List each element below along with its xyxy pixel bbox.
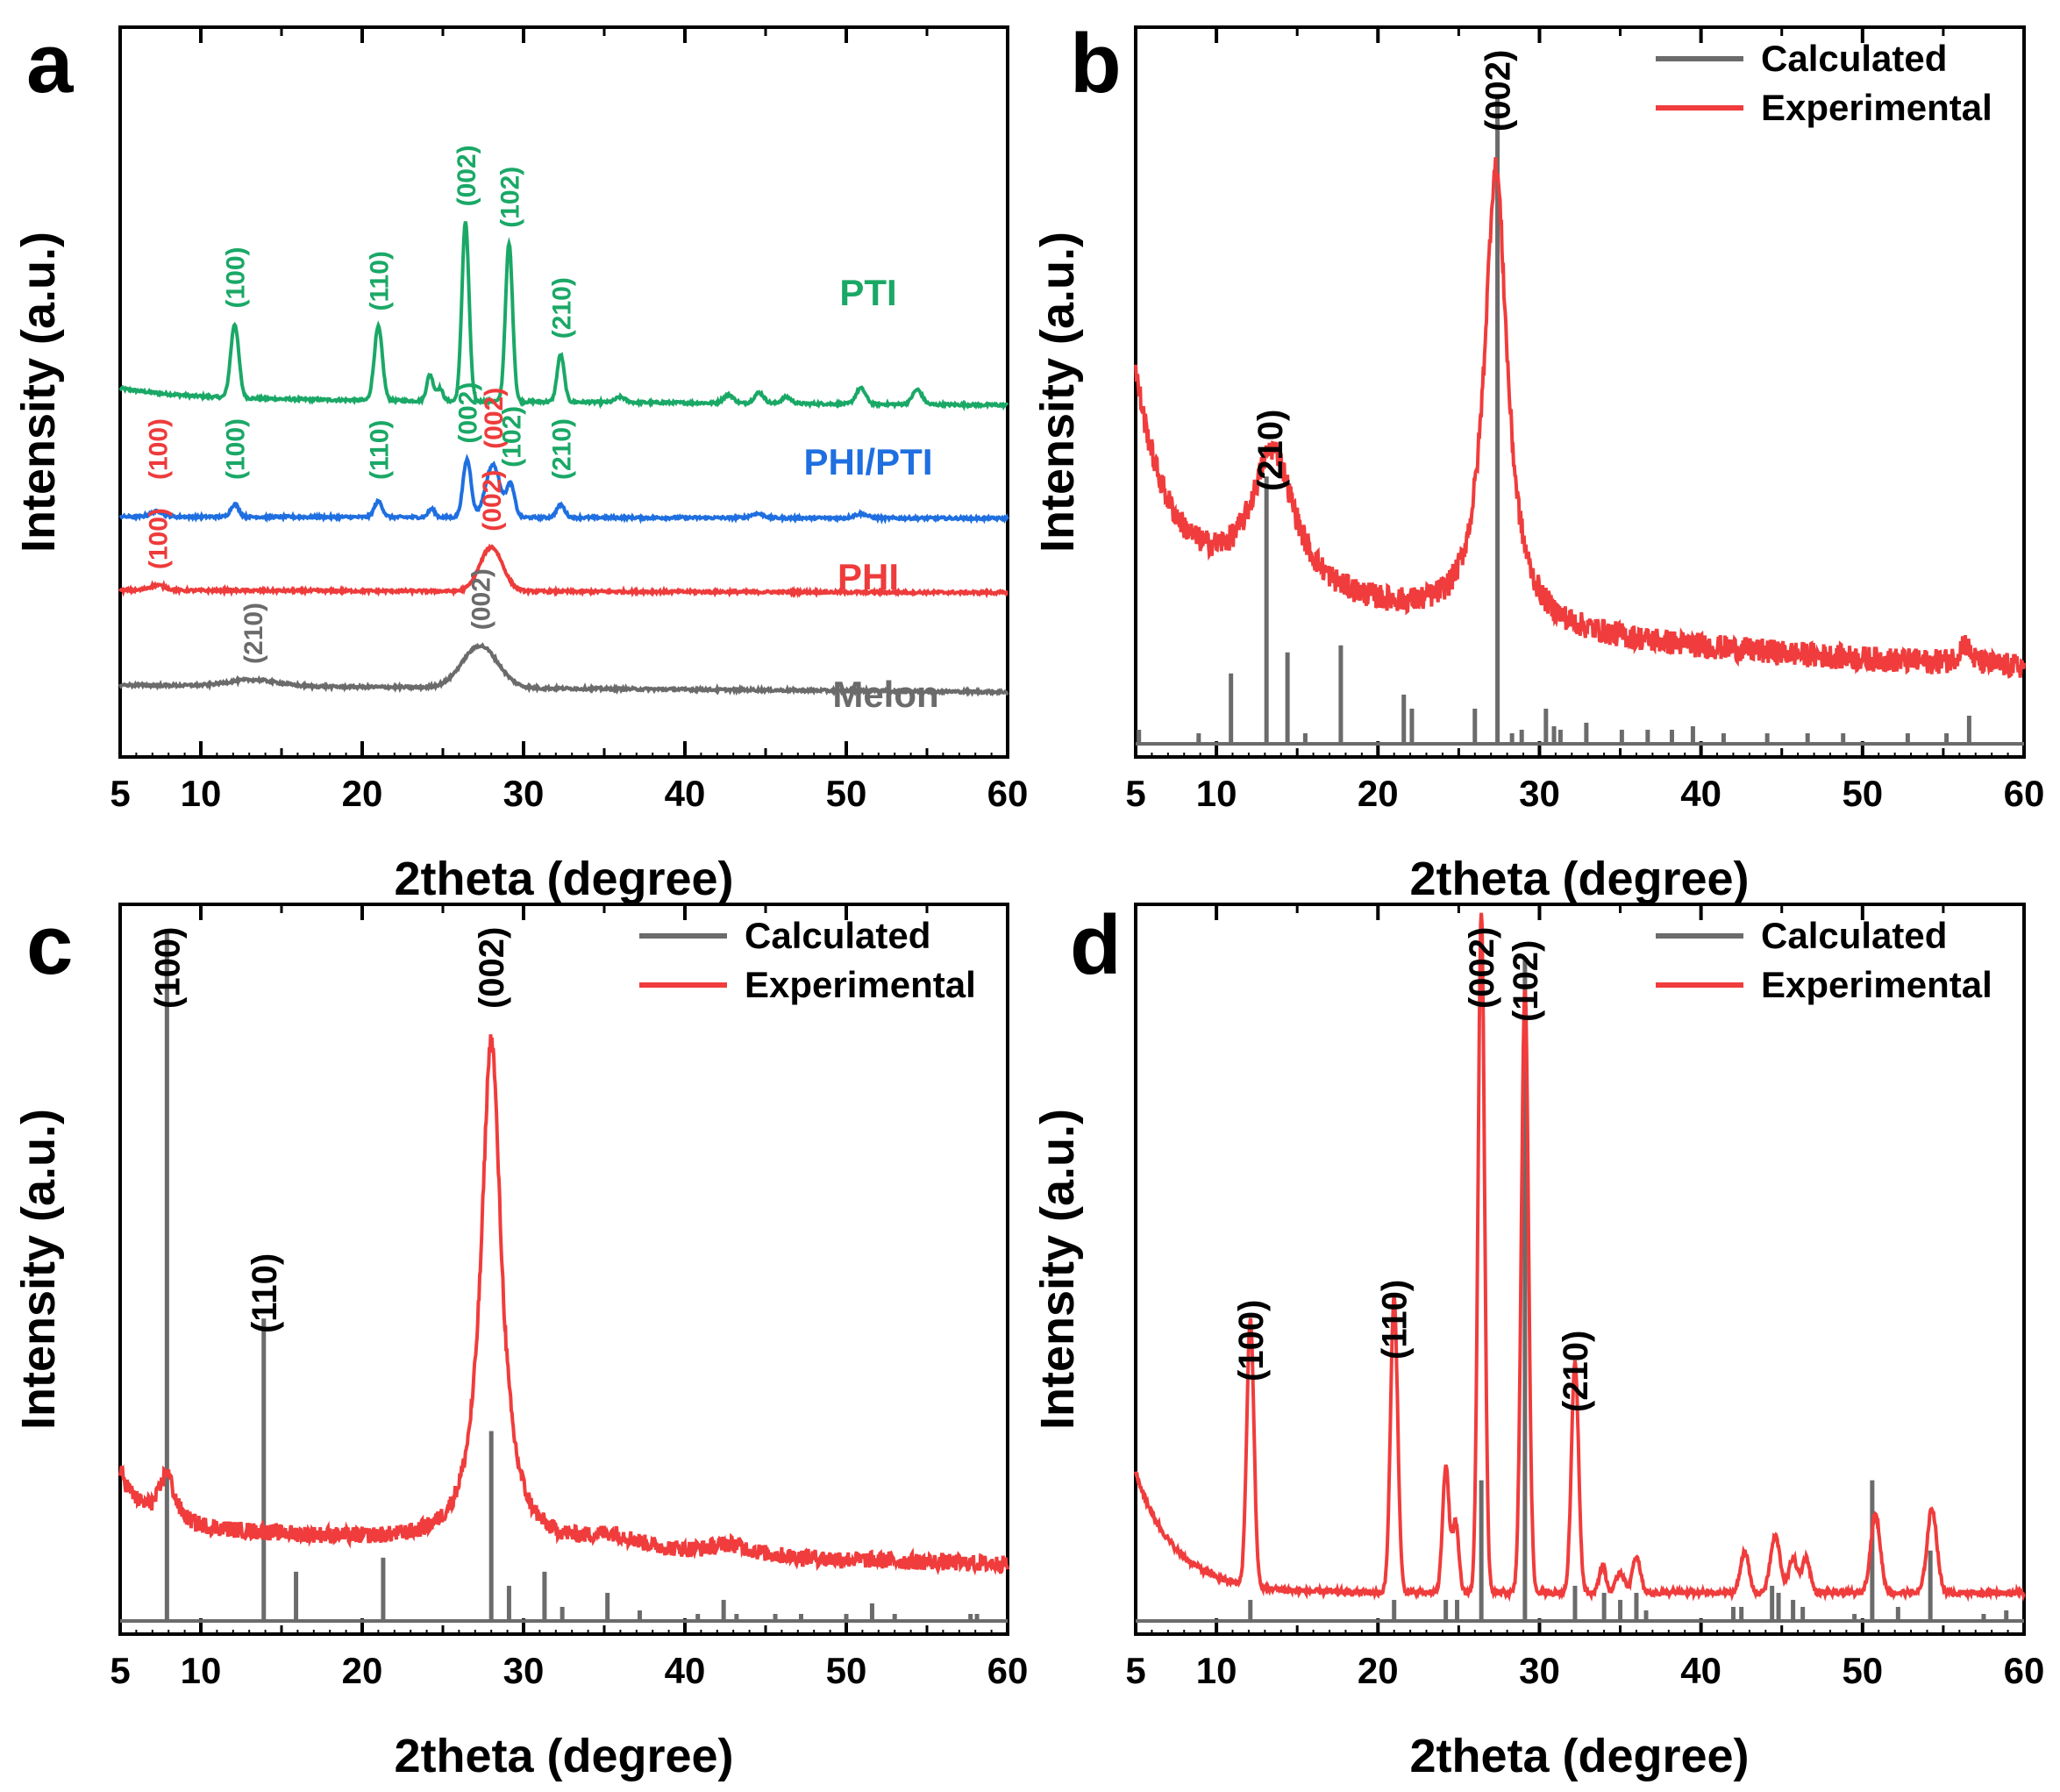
peak-label: (210) xyxy=(1251,410,1290,491)
x-tick-label: 10 xyxy=(181,1650,222,1691)
x-tick-label: 50 xyxy=(826,773,867,814)
x-tick-label: 20 xyxy=(1358,773,1399,814)
series-line-phi xyxy=(118,543,1009,599)
y-axis-title: Intensity (a.u.) xyxy=(1031,1109,1084,1430)
peak-label: (100) xyxy=(1232,1300,1271,1381)
panel-c: 5 10 20 30 40 50 60 2theta (degree) Intensity (a… xyxy=(12,898,1028,1782)
panel-letter: b xyxy=(1070,17,1122,111)
panel-a: 5 10 20 30 40 50 60 2theta (degree) Intensity (a… xyxy=(12,17,1028,905)
x-tick-label: 50 xyxy=(1842,1650,1883,1691)
x-tick-label: 30 xyxy=(503,773,545,814)
panel-letter: d xyxy=(1070,898,1122,992)
peak-label: (002) xyxy=(473,927,511,1009)
x-tick-label: 10 xyxy=(181,773,222,814)
x-tick-label: 50 xyxy=(826,1650,867,1691)
axes-frame xyxy=(118,903,1009,1636)
axes-frame xyxy=(1134,903,2026,1636)
panel-letter: a xyxy=(26,17,74,111)
peak-label: (110) xyxy=(365,251,394,311)
peak-label: (210) xyxy=(547,277,576,339)
x-tick-label: 60 xyxy=(2004,1650,2045,1691)
peak-label: (102) xyxy=(497,406,526,468)
x-tick-label: 10 xyxy=(1196,1650,1237,1691)
peak-label: (110) xyxy=(365,420,394,480)
x-tick-label: 5 xyxy=(1125,1650,1145,1691)
y-axis-title: Intensity (a.u.) xyxy=(12,232,65,553)
series-label-pti: PTI xyxy=(839,272,896,313)
peak-label: (110) xyxy=(246,1253,284,1333)
x-axis-title: 2theta (degree) xyxy=(394,1730,733,1782)
axes-frame xyxy=(1134,25,2026,759)
x-tick-label: 5 xyxy=(110,773,130,814)
x-tick-label: 30 xyxy=(1519,1650,1560,1691)
experimental-line xyxy=(118,1034,1009,1576)
x-tick-label: 40 xyxy=(665,773,706,814)
x-axis-title: 2theta (degree) xyxy=(1409,1730,1749,1782)
legend-label-experimental: Experimental xyxy=(1761,964,1992,1005)
y-axis-title: Intensity (a.u.) xyxy=(1031,232,1084,553)
legend-label-calculated: Calculated xyxy=(745,915,930,956)
peak-label: (210) xyxy=(547,418,576,480)
peak-label: (002) xyxy=(1479,50,1518,132)
peak-label: (100) xyxy=(148,927,187,1009)
peak-label: (002) xyxy=(454,382,483,444)
series-label-melon: Melon xyxy=(832,674,938,715)
experimental-line xyxy=(1134,157,2026,679)
x-tick-label: 20 xyxy=(342,1650,383,1691)
peak-label: (210) xyxy=(1557,1331,1595,1412)
x-tick-label: 5 xyxy=(1125,773,1145,814)
x-axis-title: 2theta (degree) xyxy=(394,853,733,905)
peak-label: (102) xyxy=(1507,940,1545,1022)
x-tick-label: 40 xyxy=(665,1650,706,1691)
peak-label: (210) xyxy=(239,603,268,664)
x-tick-label: 40 xyxy=(1680,773,1721,814)
series-line-pti xyxy=(118,221,1009,412)
legend-label-experimental: Experimental xyxy=(745,964,976,1005)
x-tick-label: 20 xyxy=(1358,1650,1399,1691)
x-tick-label: 60 xyxy=(2004,773,2045,814)
series-line-phi-pti xyxy=(118,453,1009,525)
x-tick-label: 20 xyxy=(342,773,383,814)
series-label-phi: PHI xyxy=(838,556,899,597)
x-tick-label: 40 xyxy=(1680,1650,1721,1691)
panel-letter: c xyxy=(26,898,73,992)
peak-label: (100) xyxy=(144,508,173,569)
axes-frame xyxy=(118,25,1009,759)
panel-b: 5 10 20 30 40 50 60 2theta (degree) Intensity (a… xyxy=(1031,17,2044,905)
series-line-melon xyxy=(118,642,1009,697)
x-tick-label: 60 xyxy=(987,1650,1029,1691)
x-tick-label: 10 xyxy=(1196,773,1237,814)
experimental-line xyxy=(1134,912,2026,1603)
peak-label: (100) xyxy=(144,418,173,480)
peak-label: (002) xyxy=(453,145,481,206)
x-axis-title: 2theta (degree) xyxy=(1409,853,1749,905)
y-axis-title: Intensity (a.u.) xyxy=(12,1109,65,1430)
peak-label: (110) xyxy=(1376,1280,1415,1360)
series-label-phi-pti: PHI/PTI xyxy=(803,441,932,482)
peak-label: (002) xyxy=(467,568,495,630)
legend-label-calculated: Calculated xyxy=(1761,38,1947,79)
x-tick-label: 60 xyxy=(987,773,1029,814)
x-tick-label: 30 xyxy=(1519,773,1560,814)
x-tick-label: 50 xyxy=(1842,773,1883,814)
peak-label: (002) xyxy=(1463,927,1501,1009)
peak-label: (002) xyxy=(480,388,509,449)
peak-label: (002) xyxy=(478,470,507,532)
peak-label: (100) xyxy=(222,418,251,480)
peak-label: (102) xyxy=(495,167,524,228)
peak-label: (100) xyxy=(222,246,251,308)
panel-d: 5 10 20 30 40 50 60 2theta (degree) Intensity (a… xyxy=(1031,898,2044,1782)
x-tick-label: 30 xyxy=(503,1650,545,1691)
legend-label-calculated: Calculated xyxy=(1761,915,1947,956)
legend-label-experimental: Experimental xyxy=(1761,87,1992,128)
x-tick-label: 5 xyxy=(110,1650,130,1691)
